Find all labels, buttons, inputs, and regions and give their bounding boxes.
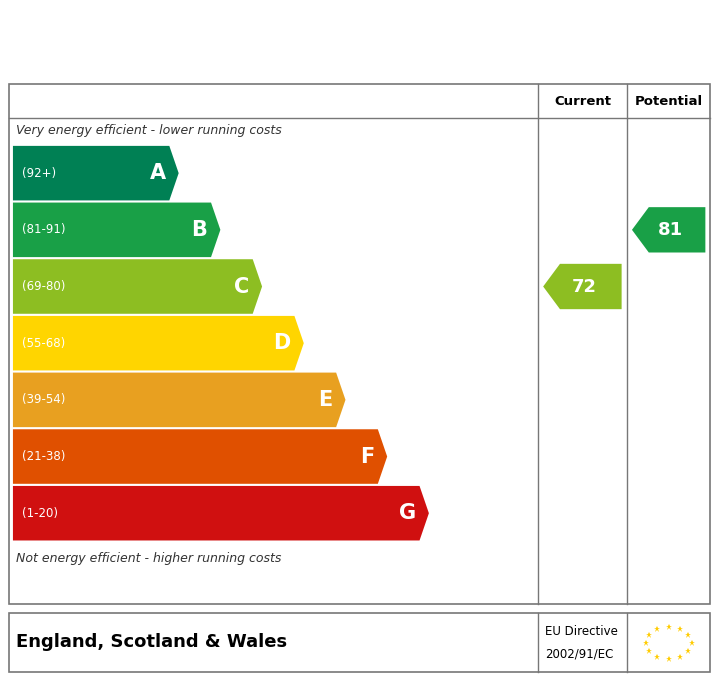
Polygon shape: [13, 259, 262, 314]
Polygon shape: [13, 316, 304, 371]
Text: (81-91): (81-91): [22, 223, 65, 236]
Text: 72: 72: [572, 277, 597, 296]
Text: Potential: Potential: [635, 95, 702, 107]
Polygon shape: [632, 207, 705, 252]
Text: (1-20): (1-20): [22, 507, 58, 520]
Text: 2002/91/EC: 2002/91/EC: [545, 648, 613, 661]
Text: Current: Current: [554, 95, 611, 107]
Polygon shape: [543, 264, 622, 309]
Text: 81: 81: [658, 221, 683, 239]
Polygon shape: [13, 429, 387, 484]
Text: (21-38): (21-38): [22, 450, 65, 463]
Text: (92+): (92+): [22, 167, 55, 180]
Text: Not energy efficient - higher running costs: Not energy efficient - higher running co…: [16, 552, 281, 565]
Text: C: C: [234, 277, 249, 296]
Text: D: D: [274, 333, 290, 353]
Text: E: E: [319, 390, 332, 410]
Text: (69-80): (69-80): [22, 280, 65, 293]
Text: (55-68): (55-68): [22, 337, 65, 350]
Text: B: B: [191, 220, 207, 240]
Polygon shape: [13, 486, 429, 541]
Polygon shape: [13, 202, 220, 257]
Text: G: G: [399, 504, 416, 523]
Text: Energy Efficiency Rating: Energy Efficiency Rating: [16, 25, 399, 53]
Text: England, Scotland & Wales: England, Scotland & Wales: [16, 632, 287, 651]
Polygon shape: [13, 373, 346, 427]
Text: Very energy efficient - lower running costs: Very energy efficient - lower running co…: [16, 124, 282, 138]
Text: (39-54): (39-54): [22, 394, 65, 406]
Text: A: A: [150, 163, 165, 183]
Text: F: F: [360, 447, 374, 466]
Polygon shape: [13, 146, 178, 200]
Text: EU Directive: EU Directive: [545, 625, 618, 638]
